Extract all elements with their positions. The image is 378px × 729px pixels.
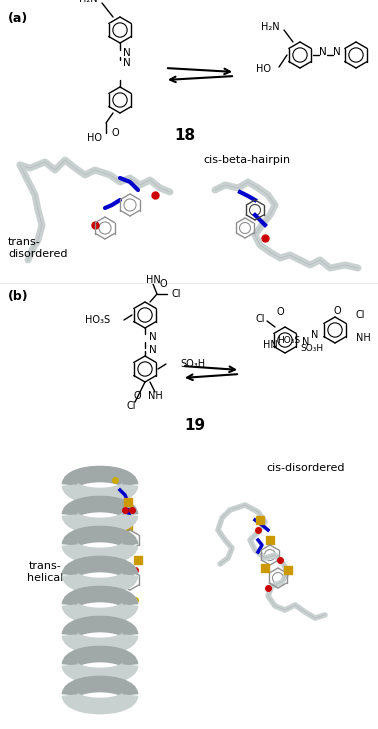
Text: O: O bbox=[333, 306, 341, 316]
Text: N: N bbox=[319, 47, 327, 57]
Text: N: N bbox=[302, 337, 310, 347]
Text: Cl: Cl bbox=[255, 314, 265, 324]
Text: Cl: Cl bbox=[356, 310, 366, 320]
Text: trans-
helical: trans- helical bbox=[27, 561, 63, 582]
Text: cis-disordered: cis-disordered bbox=[266, 463, 345, 473]
Text: O: O bbox=[112, 128, 119, 138]
Text: N: N bbox=[123, 58, 131, 68]
Text: N: N bbox=[149, 332, 157, 342]
Text: 18: 18 bbox=[174, 128, 195, 142]
Text: N: N bbox=[123, 48, 131, 58]
Text: HO: HO bbox=[256, 64, 271, 74]
Text: O: O bbox=[276, 307, 284, 317]
Text: Cl: Cl bbox=[126, 401, 136, 411]
Text: HO₃S: HO₃S bbox=[85, 315, 110, 325]
Text: H₂N: H₂N bbox=[261, 22, 280, 32]
Text: HN: HN bbox=[263, 340, 277, 350]
Text: (a): (a) bbox=[8, 12, 28, 25]
Text: cis-beta-hairpin: cis-beta-hairpin bbox=[203, 155, 290, 165]
Text: N: N bbox=[149, 345, 157, 355]
Text: N: N bbox=[311, 330, 319, 340]
Text: SO₃H: SO₃H bbox=[180, 359, 205, 369]
Text: Cl: Cl bbox=[171, 289, 181, 299]
Text: HN: HN bbox=[146, 275, 160, 285]
Text: HO: HO bbox=[87, 133, 102, 143]
Text: O: O bbox=[133, 391, 141, 401]
Text: 19: 19 bbox=[184, 418, 206, 432]
Text: O: O bbox=[159, 279, 167, 289]
Text: NH: NH bbox=[356, 333, 371, 343]
Text: SO₃H: SO₃H bbox=[300, 343, 323, 353]
Text: trans-
disordered: trans- disordered bbox=[8, 237, 68, 259]
Text: N: N bbox=[333, 47, 341, 57]
Text: (b): (b) bbox=[8, 290, 29, 303]
Text: HO₃S: HO₃S bbox=[277, 335, 300, 345]
Text: NH: NH bbox=[148, 391, 163, 401]
Text: H₂N: H₂N bbox=[79, 0, 98, 4]
